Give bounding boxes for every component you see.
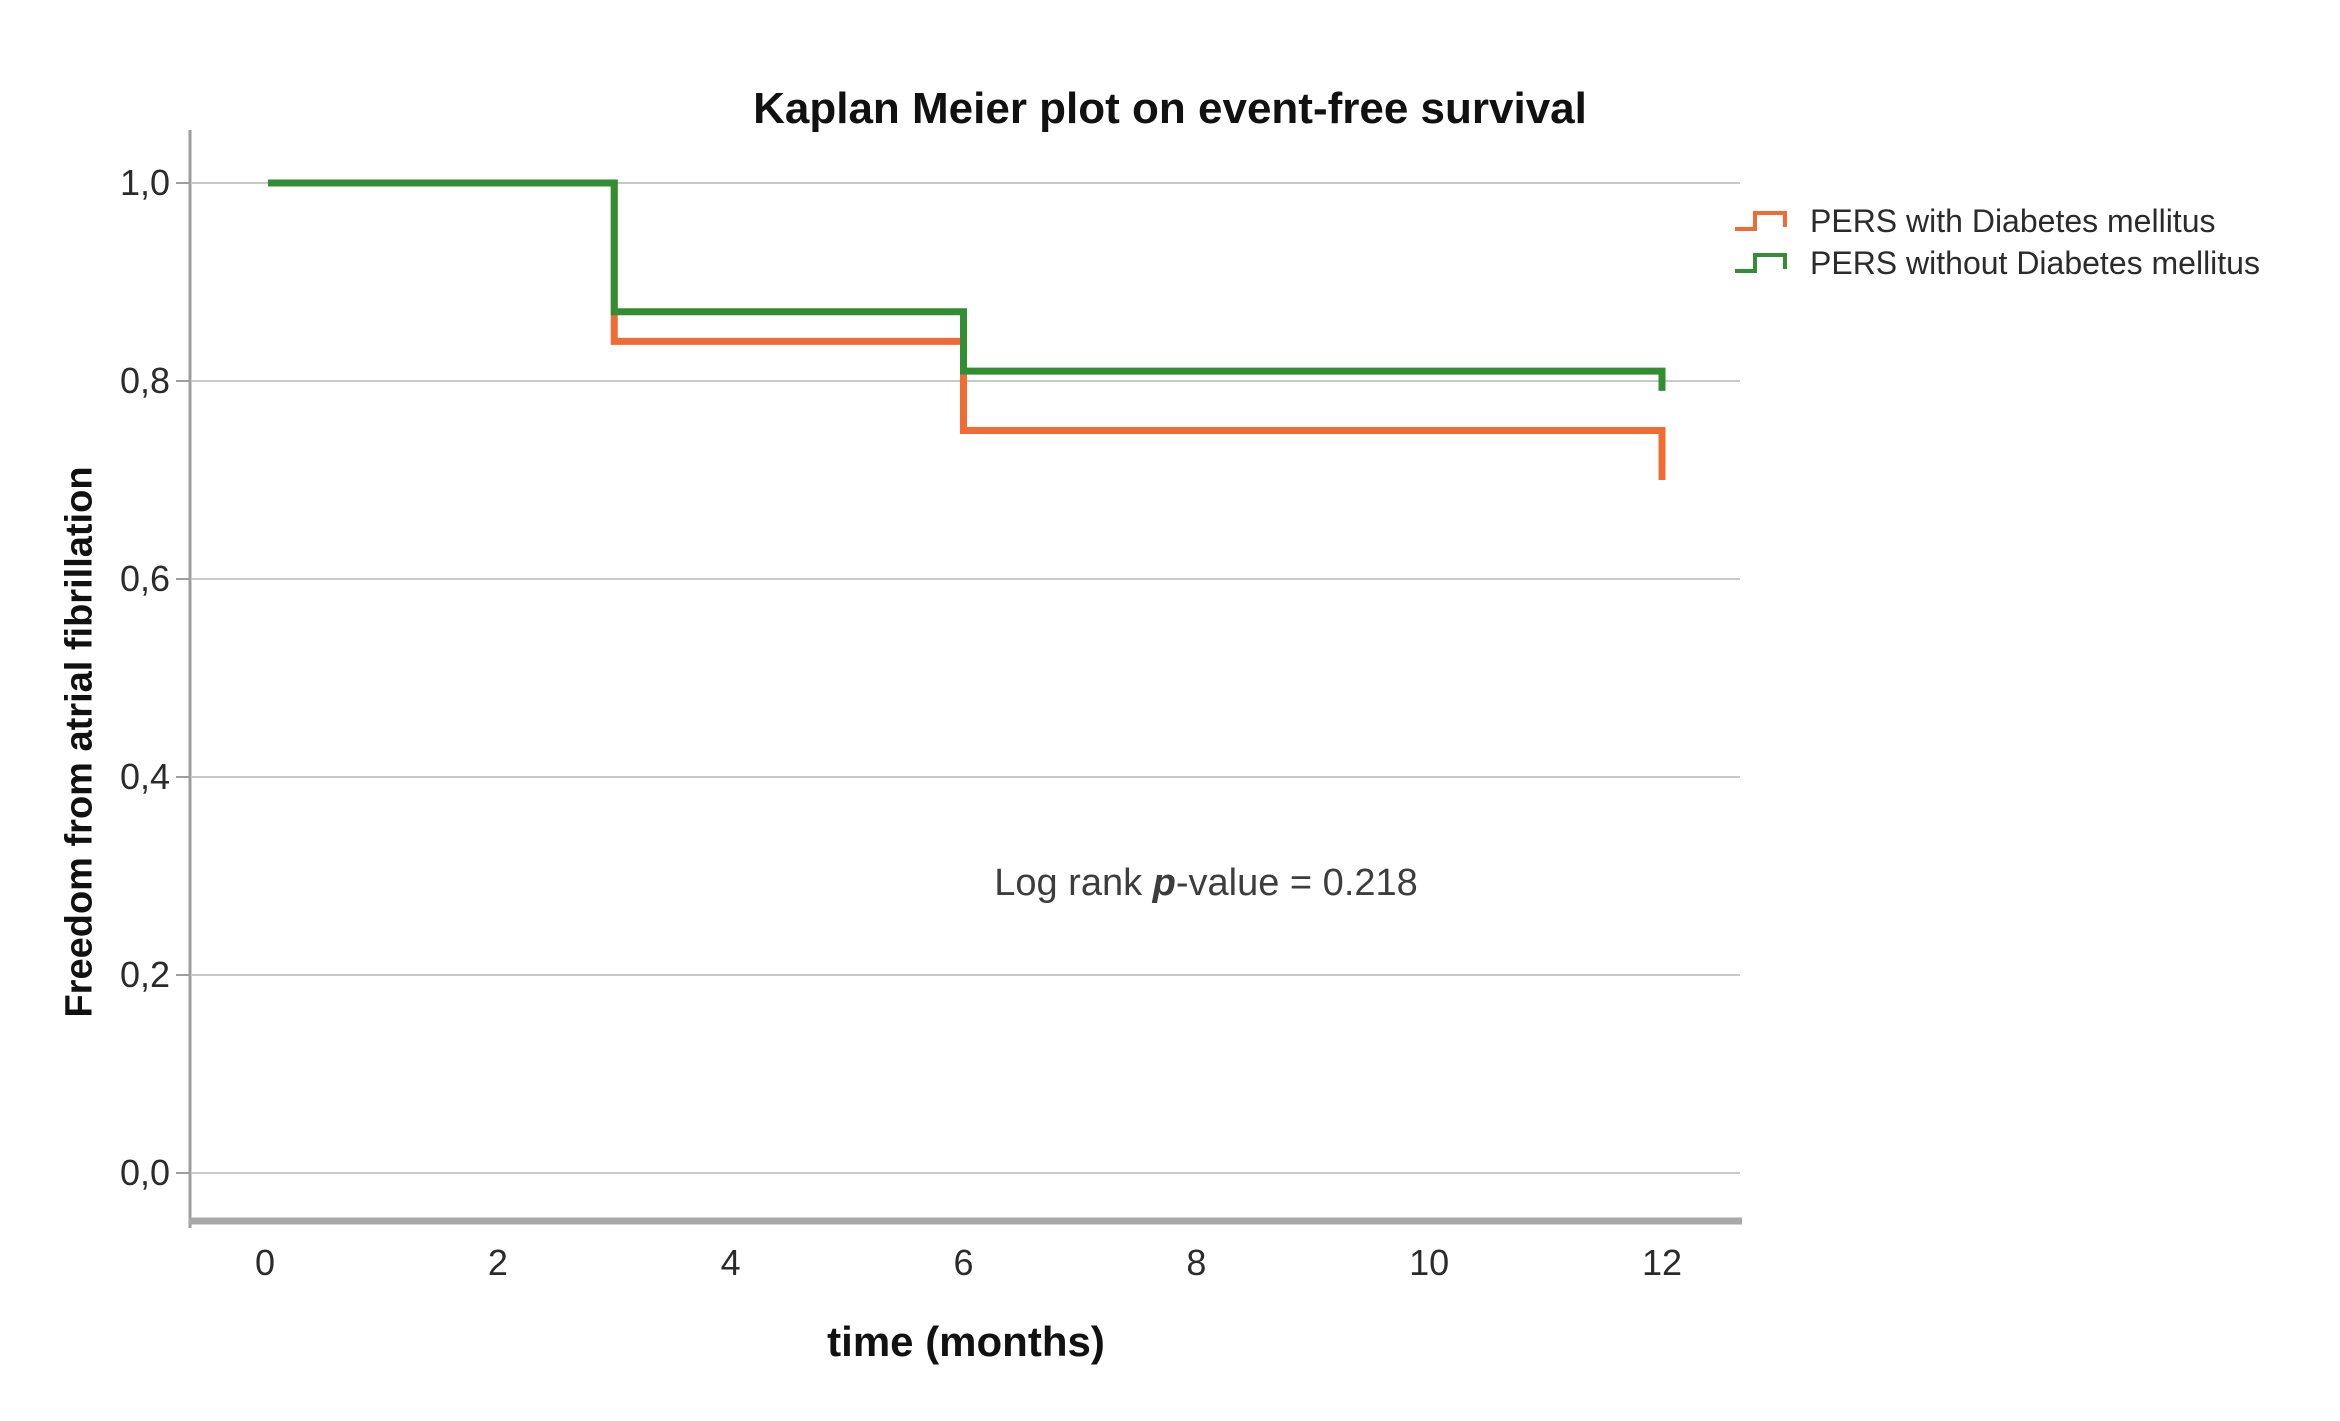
km-curve: [268, 179, 1666, 391]
annotation-p: p: [1152, 862, 1176, 904]
y-tick-label: 0,0: [119, 1152, 170, 1193]
y-tick-label: 0,8: [119, 360, 170, 401]
y-tick-label: 0,4: [119, 756, 170, 797]
x-tick-label: 6: [953, 1242, 974, 1283]
x-tick-label: 0: [254, 1242, 276, 1283]
survival-curves: [268, 179, 1666, 480]
x-tick-label: 8: [1186, 1242, 1207, 1283]
legend-row-without-dm: PERS without Diabetes mellitus: [1733, 242, 2260, 284]
annotation-suffix: -value = 0.218: [1175, 862, 1418, 904]
legend-row-with-dm: PERS with Diabetes mellitus: [1733, 200, 2260, 242]
y-tick-label: 0,2: [119, 954, 170, 995]
step-line-icon: [1735, 211, 1787, 231]
y-tick-label: 0,6: [119, 558, 170, 599]
step-line-icon: [1735, 253, 1787, 273]
x-axis-title: time (months): [827, 1318, 1105, 1365]
x-tick-label: 4: [720, 1242, 741, 1283]
legend-label: PERS without Diabetes mellitus: [1810, 244, 2260, 281]
y-axis-title: Freedom from atrial fibrillation: [58, 466, 101, 1018]
x-tick-label: 12: [1641, 1242, 1683, 1283]
x-tick-label: 2: [487, 1242, 508, 1283]
annotation-prefix: Log rank: [994, 862, 1153, 904]
legend-label: PERS with Diabetes mellitus: [1810, 202, 2216, 239]
chart-title: Kaplan Meier plot on event-free survival: [753, 84, 1587, 133]
log-rank-annotation: Log rank p-value = 0.218: [900, 862, 1512, 905]
legend: PERS with Diabetes mellitus PERS without…: [1733, 200, 2260, 284]
x-tick-label: 10: [1409, 1242, 1450, 1283]
axes: [176, 130, 1742, 1228]
y-tick-label: 1,0: [119, 162, 170, 203]
